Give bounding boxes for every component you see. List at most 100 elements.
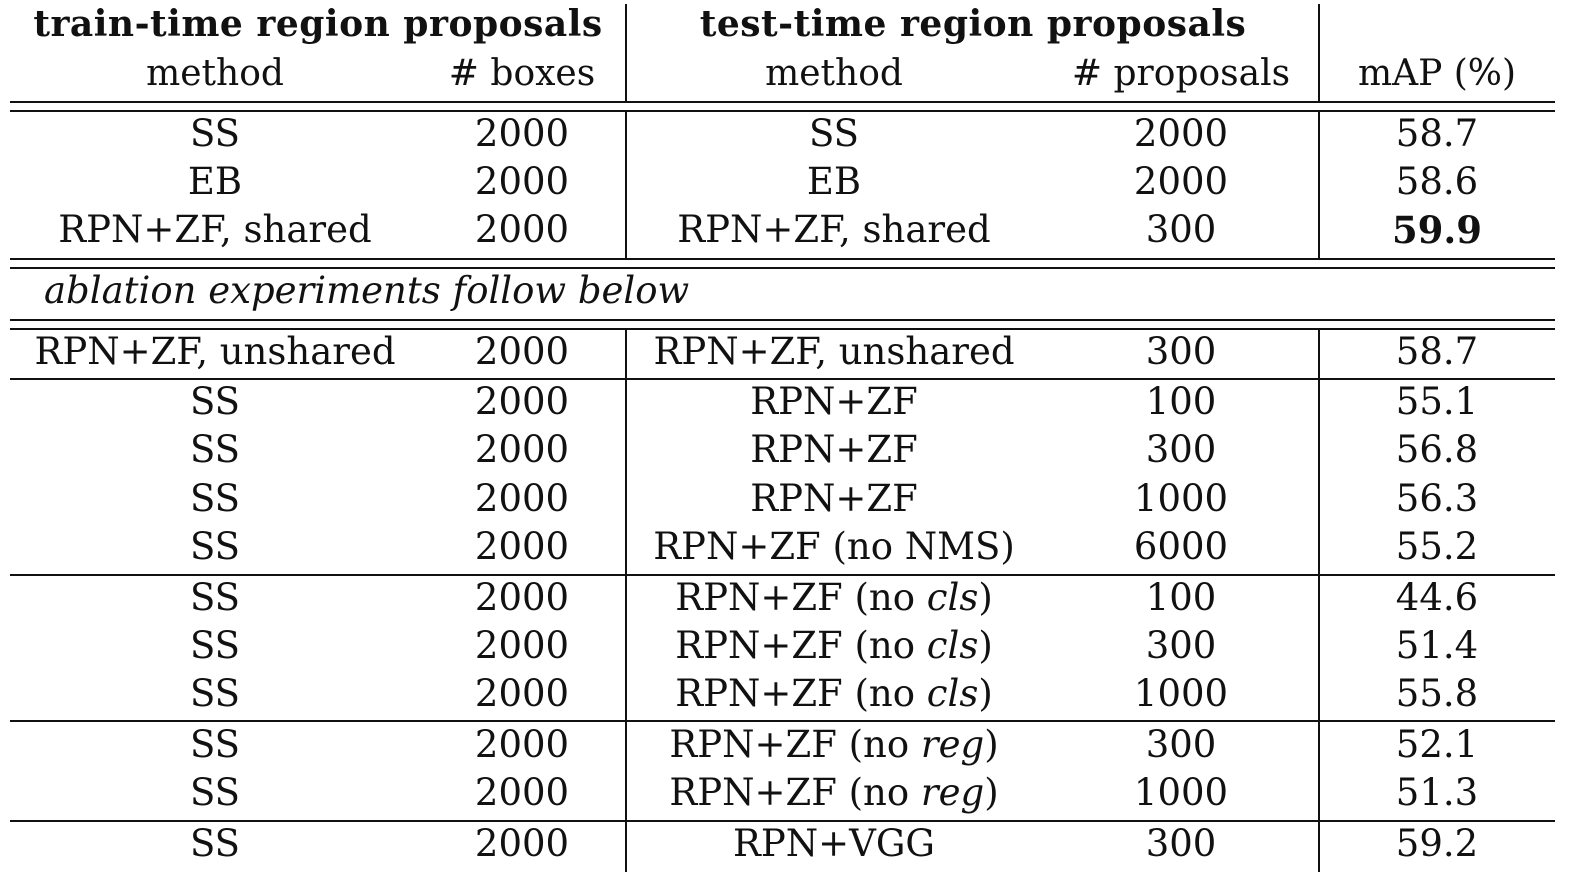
main-rule-bottom xyxy=(10,267,1555,269)
main-rule-top xyxy=(10,258,1555,260)
ablation-rule-bottom xyxy=(10,328,1555,330)
test-method-emphasis: reg xyxy=(920,771,985,814)
test-method-text: RPN+VGG xyxy=(733,822,935,865)
map-cell: 51.3 xyxy=(1395,771,1479,814)
boxes-cell: 2000 xyxy=(474,723,570,766)
ablation-group-rule-2 xyxy=(10,574,1555,576)
test-method-cell: RPN+ZF (no cls) xyxy=(675,672,993,716)
train-method-cell: RPN+ZF, shared xyxy=(58,208,372,251)
map-cell: 56.3 xyxy=(1395,477,1479,520)
train-method-cell: SS xyxy=(189,380,241,423)
test-method-cell: RPN+ZF (no cls) xyxy=(675,576,993,620)
map-header: mAP (%) xyxy=(1357,53,1517,94)
test-method-cell: RPN+ZF (no cls) xyxy=(675,624,993,668)
boxes-cell: 2000 xyxy=(474,822,570,865)
train-time-group-header: train-time region proposals xyxy=(33,3,603,45)
test-method-suffix: ) xyxy=(978,624,993,667)
boxes-cell: 2000 xyxy=(474,160,570,203)
test-method-suffix: ) xyxy=(984,723,999,766)
train-method-cell: SS xyxy=(189,723,241,766)
map-cell: 55.1 xyxy=(1395,380,1479,423)
proposals-cell: 2000 xyxy=(1133,112,1229,155)
test-time-group-header: test-time region proposals xyxy=(699,3,1247,45)
test-method-emphasis: cls xyxy=(926,576,979,619)
ablation-group-rule-3 xyxy=(10,720,1555,722)
train-method-cell: SS xyxy=(189,525,241,568)
train-method-cell: SS xyxy=(189,624,241,667)
test-method-emphasis: cls xyxy=(926,624,979,667)
ablation-group-rule-1 xyxy=(10,378,1555,380)
boxes-cell: 2000 xyxy=(474,380,570,423)
test-method-text: RPN+ZF (no xyxy=(669,771,921,814)
proposals-cell: 300 xyxy=(1145,822,1217,865)
test-method-text: RPN+ZF, unshared xyxy=(653,330,1015,373)
boxes-cell: 2000 xyxy=(474,330,570,373)
test-method-text: RPN+ZF xyxy=(750,380,918,423)
v-rule-main-1 xyxy=(625,112,627,258)
train-method-cell: SS xyxy=(189,822,241,865)
proposals-cell: 1000 xyxy=(1133,477,1229,520)
proposals-cell: 100 xyxy=(1145,576,1217,619)
test-method-text: RPN+ZF xyxy=(750,428,918,471)
boxes-cell: 2000 xyxy=(474,208,570,251)
proposals-cell: 300 xyxy=(1145,208,1217,251)
train-method-cell: SS xyxy=(189,112,241,155)
boxes-cell: 2000 xyxy=(474,576,570,619)
test-method-cell: RPN+ZF (no reg) xyxy=(669,723,998,767)
boxes-cell: 2000 xyxy=(474,624,570,667)
map-cell: 44.6 xyxy=(1395,576,1479,619)
test-method-cell: RPN+ZF (no reg) xyxy=(669,771,998,815)
proposals-cell: 300 xyxy=(1145,428,1217,471)
v-rule-main-2 xyxy=(1318,112,1320,258)
map-cell: 55.2 xyxy=(1395,525,1479,568)
test-method-emphasis: cls xyxy=(926,672,979,715)
test-method-cell: RPN+ZF xyxy=(750,380,918,424)
test-method-cell: SS xyxy=(808,112,860,155)
ablation-rule-top xyxy=(10,319,1555,321)
train-method-header: method xyxy=(146,53,284,94)
proposals-cell: 300 xyxy=(1145,330,1217,373)
map-cell: 55.8 xyxy=(1395,672,1479,715)
train-method-cell: RPN+ZF, unshared xyxy=(34,330,396,373)
proposals-cell: 1000 xyxy=(1133,672,1229,715)
ablation-label: ablation experiments follow below xyxy=(44,269,690,312)
v-rule-header-1 xyxy=(625,4,627,101)
test-method-cell: RPN+ZF (no NMS) xyxy=(653,525,1015,569)
test-method-text: RPN+ZF (no xyxy=(675,624,927,667)
v-rule-ablation-2 xyxy=(1318,330,1320,872)
test-method-text: RPN+ZF (no xyxy=(675,672,927,715)
proposals-cell: 1000 xyxy=(1133,771,1229,814)
boxes-cell: 2000 xyxy=(474,428,570,471)
map-cell: 58.7 xyxy=(1395,330,1479,373)
v-rule-ablation-1 xyxy=(625,330,627,872)
map-cell: 58.6 xyxy=(1395,160,1479,203)
map-cell: 51.4 xyxy=(1395,624,1479,667)
proposals-cell: 300 xyxy=(1145,624,1217,667)
train-method-cell: SS xyxy=(189,428,241,471)
map-cell: 58.7 xyxy=(1395,112,1479,155)
test-proposals-header: # proposals xyxy=(1071,53,1291,94)
test-method-text: RPN+ZF (no xyxy=(669,723,921,766)
header-rule-top xyxy=(10,101,1555,103)
header-rule-bottom xyxy=(10,110,1555,112)
ablation-group-rule-4 xyxy=(10,820,1555,822)
test-method-cell: RPN+ZF, unshared xyxy=(653,330,1014,374)
test-method-suffix: ) xyxy=(978,672,993,715)
map-cell: 52.1 xyxy=(1395,723,1479,766)
test-method-emphasis: reg xyxy=(920,723,985,766)
proposals-cell: 6000 xyxy=(1133,525,1229,568)
map-cell: 59.9 xyxy=(1391,208,1483,252)
test-method-suffix: ) xyxy=(978,576,993,619)
train-method-cell: SS xyxy=(189,477,241,520)
test-method-text: RPN+ZF (no NMS) xyxy=(653,525,1015,568)
test-method-text: RPN+ZF (no xyxy=(675,576,927,619)
boxes-cell: 2000 xyxy=(474,672,570,715)
test-method-cell: RPN+VGG xyxy=(733,822,935,866)
v-rule-header-2 xyxy=(1318,4,1320,101)
test-method-cell: EB xyxy=(806,160,862,203)
proposals-cell: 2000 xyxy=(1133,160,1229,203)
test-method-cell: RPN+ZF xyxy=(750,428,918,472)
proposals-cell: 300 xyxy=(1145,723,1217,766)
test-method-header: method xyxy=(765,53,903,94)
map-cell: 56.8 xyxy=(1395,428,1479,471)
